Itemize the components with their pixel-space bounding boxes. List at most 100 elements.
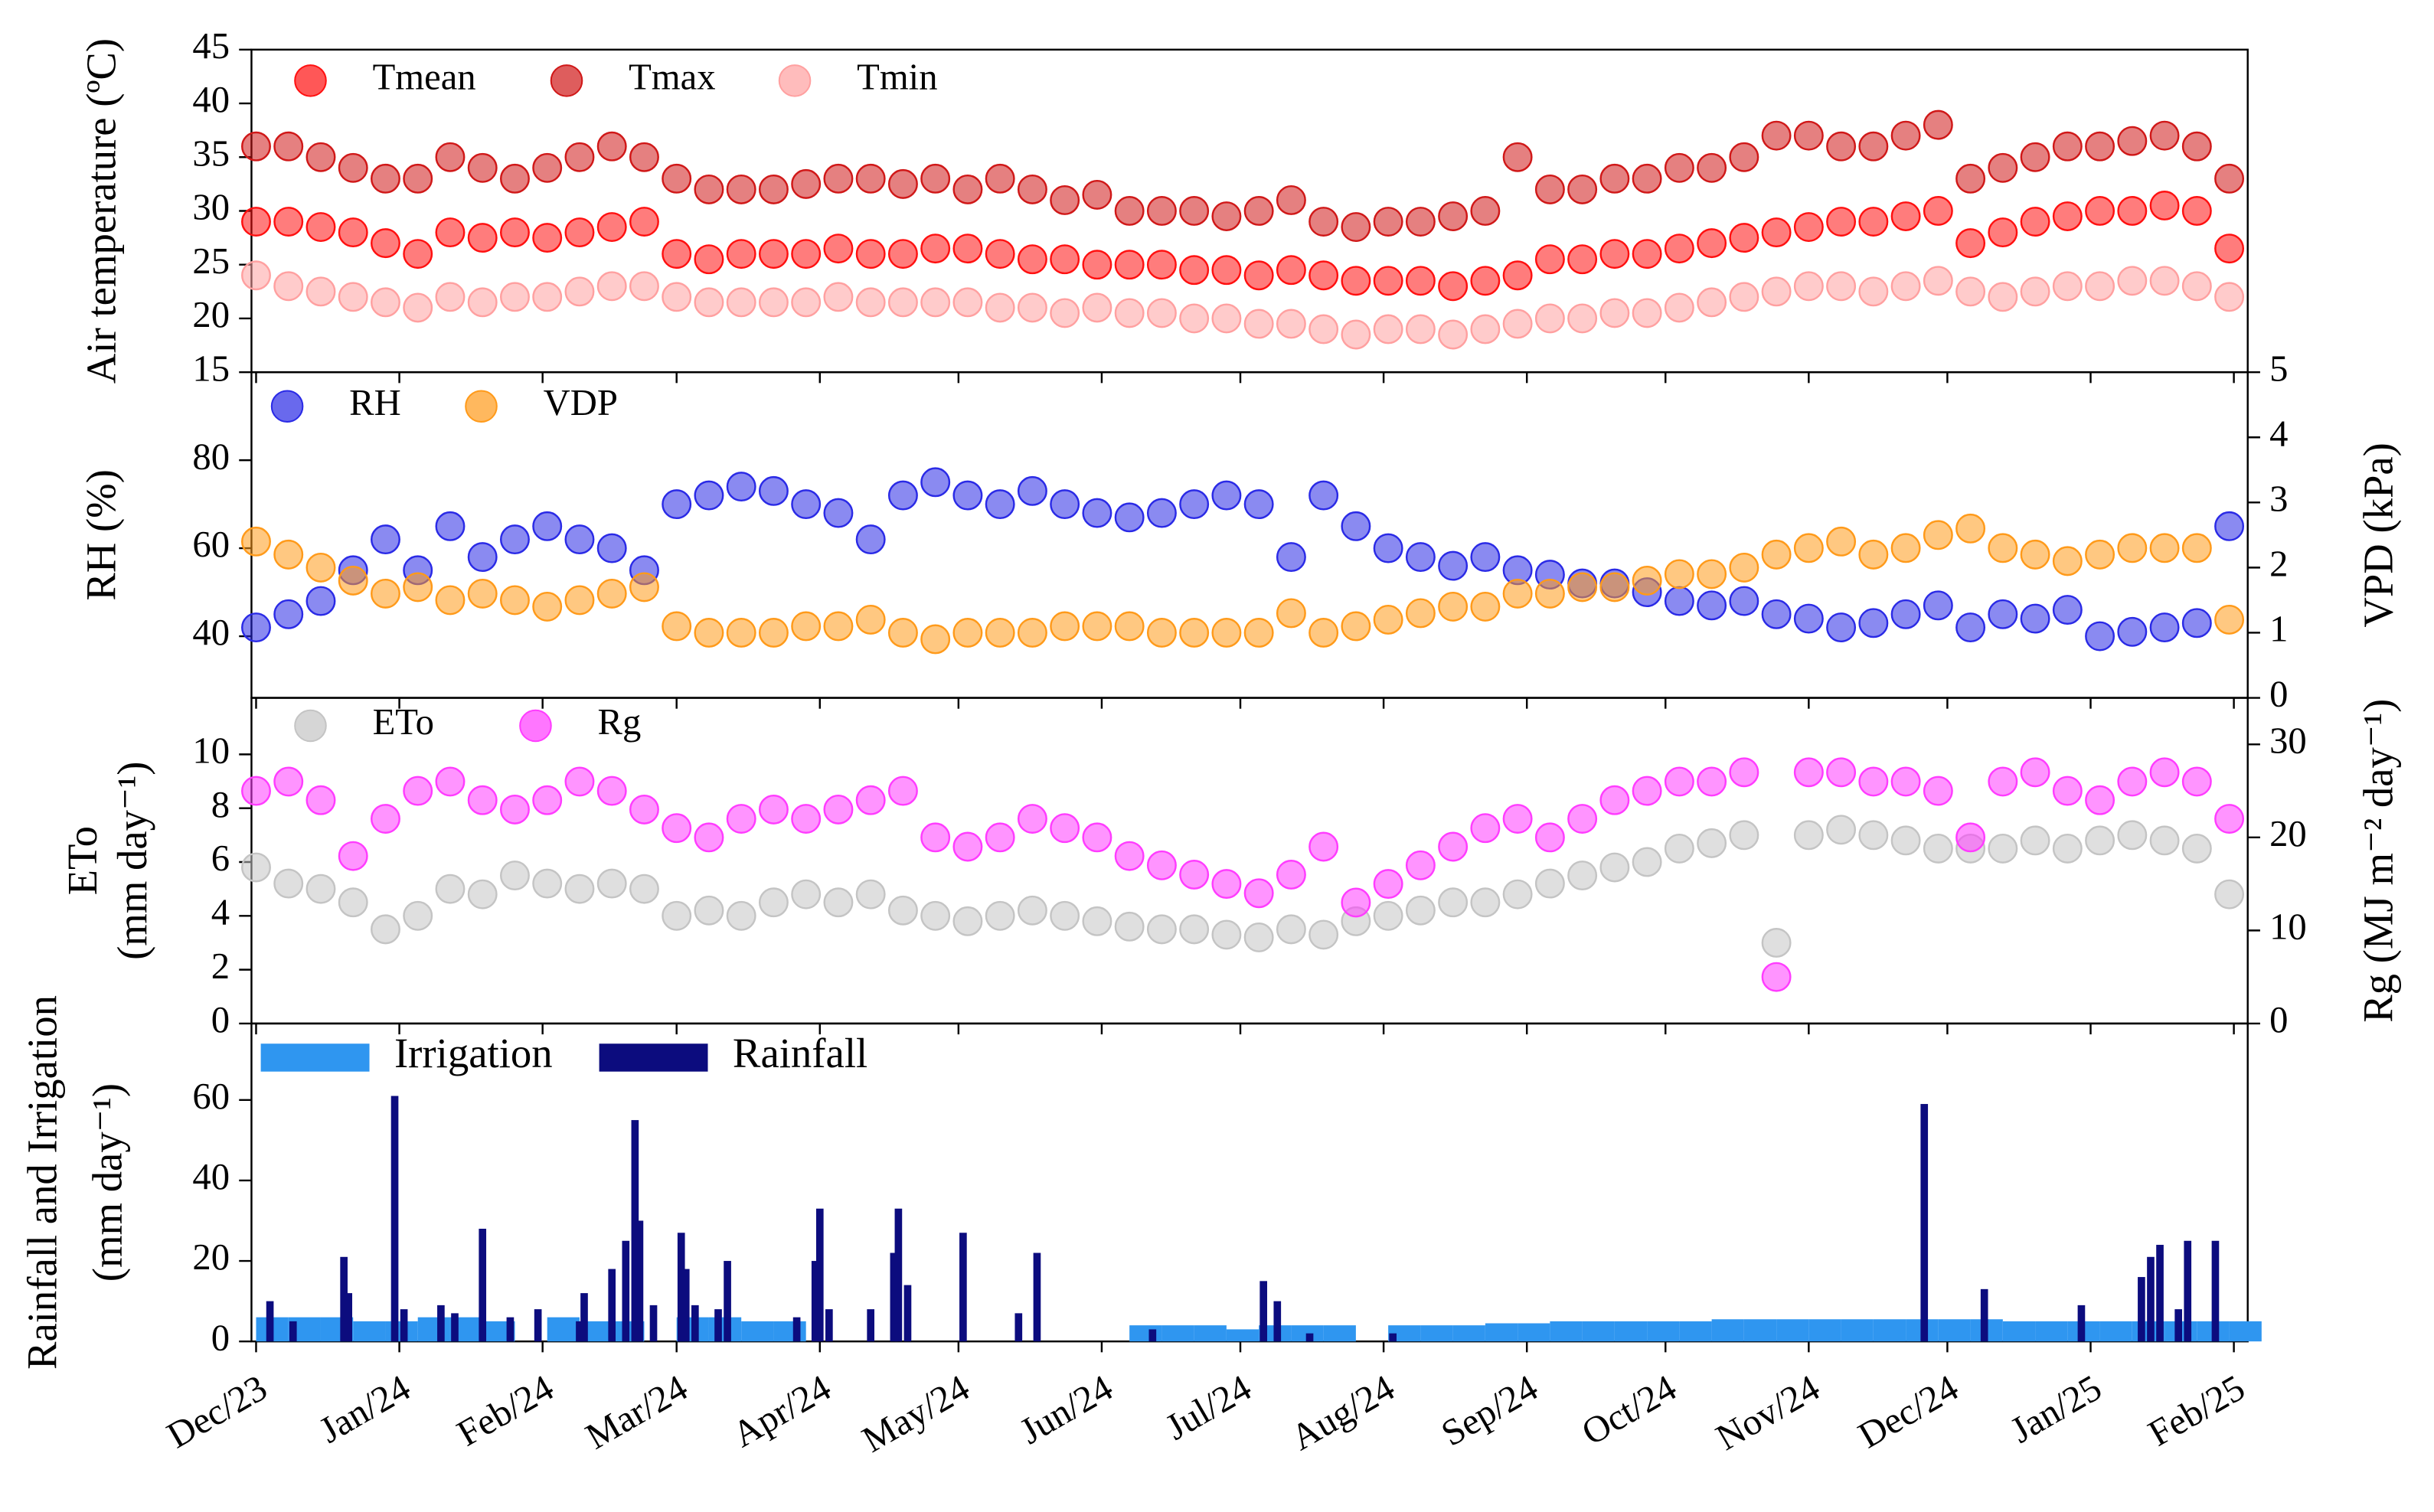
point — [499, 861, 530, 891]
point — [2181, 533, 2212, 563]
point — [985, 292, 1015, 323]
point — [1308, 831, 1339, 862]
point — [1502, 309, 1533, 339]
point — [435, 282, 466, 312]
point — [1276, 255, 1306, 286]
x-tick-label: Oct/24 — [1575, 1367, 1684, 1453]
point — [2020, 825, 2050, 856]
point — [1243, 196, 1274, 226]
point — [596, 533, 627, 563]
point — [1438, 550, 1469, 581]
bar — [890, 1252, 898, 1342]
point — [887, 168, 918, 199]
point — [1534, 578, 1565, 609]
point — [371, 287, 400, 318]
point — [338, 217, 368, 248]
point — [241, 207, 271, 237]
point — [1114, 196, 1145, 226]
y2-tick-label: 4 — [2269, 413, 2288, 454]
bar — [741, 1321, 774, 1342]
point — [2149, 533, 2180, 563]
point — [1697, 590, 1727, 621]
point — [1729, 757, 1759, 788]
y2-axis-label: Rg (MJ m⁻² day⁻¹) — [2355, 699, 2402, 1023]
bar — [635, 1220, 644, 1342]
point — [1082, 498, 1112, 528]
point — [1050, 611, 1080, 642]
bar — [894, 1208, 903, 1342]
legend-swatch — [260, 1043, 370, 1072]
point — [1405, 598, 1436, 629]
x-tick-label: Jul/24 — [1158, 1367, 1258, 1448]
point — [887, 287, 918, 318]
point — [1632, 298, 1662, 328]
point — [758, 239, 789, 269]
bar — [2174, 1309, 2183, 1342]
point — [1276, 914, 1306, 945]
point — [2117, 766, 2148, 797]
point — [2214, 605, 2245, 635]
bar — [1014, 1313, 1023, 1342]
point — [1664, 766, 1694, 797]
point — [662, 900, 692, 931]
point — [435, 142, 466, 172]
point — [758, 618, 789, 648]
point — [629, 874, 659, 904]
point — [1761, 539, 1792, 570]
point — [985, 489, 1015, 520]
point — [823, 498, 854, 528]
point — [1664, 586, 1694, 616]
bar — [2229, 1321, 2262, 1342]
bar — [1647, 1321, 1680, 1342]
point — [467, 785, 498, 815]
point — [1858, 276, 1889, 307]
point — [1567, 244, 1598, 275]
point — [338, 841, 368, 871]
point — [2052, 776, 2083, 806]
point — [1438, 887, 1469, 918]
y-tick-label: 6 — [211, 838, 230, 879]
point — [564, 217, 595, 248]
bar — [1582, 1321, 1615, 1342]
point — [952, 831, 983, 862]
point — [1438, 591, 1469, 622]
point — [499, 163, 530, 194]
bar — [1808, 1319, 1841, 1342]
x-tick-label: Dec/23 — [160, 1367, 274, 1456]
legend-marker — [778, 64, 812, 97]
point — [855, 163, 886, 194]
x-tick-label: Mar/24 — [579, 1367, 694, 1457]
point — [1599, 852, 1630, 883]
point — [435, 585, 466, 616]
y-axis-label: (mm day⁻¹) — [109, 762, 155, 960]
y-tick-label: 4 — [211, 891, 230, 932]
x-tick-label: Dec/24 — [1851, 1367, 1965, 1456]
x-tick-label: Jun/24 — [1013, 1367, 1119, 1452]
point — [726, 804, 756, 834]
point — [1146, 250, 1177, 280]
point — [1050, 900, 1080, 931]
bar — [608, 1269, 616, 1342]
point — [338, 152, 368, 183]
point — [920, 624, 951, 655]
legend-marker — [270, 390, 304, 423]
bar — [1920, 1104, 1929, 1342]
point — [1211, 869, 1242, 900]
point — [1276, 860, 1306, 890]
point — [823, 163, 854, 194]
y-axis-label: RH (%) — [77, 469, 124, 601]
point — [1567, 303, 1598, 334]
point — [1050, 244, 1080, 275]
point — [1179, 196, 1210, 226]
point — [1470, 542, 1501, 573]
point — [694, 287, 724, 318]
y-tick-label: 40 — [192, 1156, 230, 1197]
point — [2149, 612, 2180, 643]
bar — [1305, 1333, 1314, 1342]
point — [1017, 244, 1047, 275]
bar — [1389, 1333, 1397, 1342]
point — [791, 879, 822, 909]
point — [1438, 831, 1469, 862]
point — [1793, 820, 1824, 851]
point — [1599, 785, 1630, 815]
